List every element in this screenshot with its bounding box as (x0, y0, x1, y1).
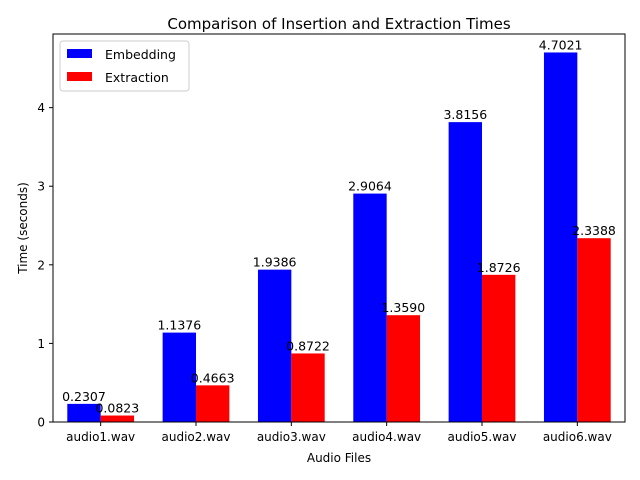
y-tick-label-4: 4 (37, 101, 45, 115)
bar-embedding-audio5-wav (448, 122, 482, 422)
data-label-extraction-audio4-wav: 1.3590 (381, 300, 425, 315)
data-label-embedding-audio3-wav: 1.9386 (253, 255, 297, 270)
bar-extraction-audio5-wav (482, 274, 516, 422)
data-label-extraction-audio5-wav: 1.8726 (477, 260, 521, 275)
legend-frame (59, 40, 190, 92)
bar-extraction-audio3-wav (291, 353, 325, 422)
legend-label-extraction: Extraction (105, 70, 169, 85)
bar-extraction-audio2-wav (196, 385, 230, 422)
data-label-extraction-audio3-wav: 0.8722 (286, 338, 330, 353)
bar-embedding-audio4-wav (353, 193, 387, 422)
data-label-embedding-audio6-wav: 4.7021 (539, 37, 583, 52)
x-axis-label: Audio Files (307, 451, 371, 465)
bar-embedding-audio1-wav (67, 403, 101, 422)
x-tick-label-audio4-wav: audio4.wav (352, 430, 421, 444)
x-tick-label-audio3-wav: audio3.wav (257, 430, 326, 444)
y-axis-ticks: 0 1 2 3 4 (37, 101, 53, 430)
y-tick-label-2: 2 (37, 258, 45, 272)
legend-swatch-embedding (67, 49, 92, 58)
bar-embedding-audio3-wav (257, 269, 292, 422)
data-labels-group: 0.2307 1.1376 1.9386 2.9064 3.8156 4.7021 0.08… (62, 37, 616, 415)
x-tick-label-audio2-wav: audio2.wav (162, 430, 231, 444)
x-tick-label-audio6-wav: audio6.wav (543, 430, 612, 444)
data-label-embedding-audio1-wav: 0.2307 (62, 389, 106, 404)
chart-title: Comparison of Insertion and Extraction T… (167, 15, 510, 33)
data-label-embedding-audio2-wav: 1.1376 (157, 318, 201, 333)
y-tick-label-0: 0 (37, 416, 45, 430)
plot-area-frame (52, 33, 626, 423)
bar-extraction-audio1-wav (100, 415, 135, 422)
x-tick-label-audio5-wav: audio5.wav (448, 430, 517, 444)
legend-swatch-extraction (67, 72, 92, 81)
data-label-extraction-audio2-wav: 0.4663 (191, 370, 235, 385)
bars-group (67, 52, 611, 422)
x-axis-ticks: audio1.wav audio2.wav audio3.wav audio4.wav… (66, 422, 612, 444)
x-tick-label-audio1-wav: audio1.wav (66, 430, 135, 444)
bar-extraction-audio6-wav (577, 238, 611, 422)
y-tick-label-1: 1 (37, 337, 45, 351)
bar-embedding-audio2-wav (162, 332, 196, 422)
legend-label-embedding: Embedding (105, 47, 176, 62)
y-tick-label-3: 3 (37, 180, 45, 194)
data-label-embedding-audio4-wav: 2.9064 (348, 179, 392, 194)
bar-extraction-audio4-wav (386, 315, 421, 422)
legend: Embedding Extraction (59, 40, 190, 92)
data-label-extraction-audio6-wav: 2.3388 (572, 223, 616, 238)
data-label-embedding-audio5-wav: 3.8156 (443, 107, 487, 122)
bar-embedding-audio6-wav (543, 52, 578, 422)
data-label-extraction-audio1-wav: 0.0823 (95, 401, 139, 416)
y-axis-label: Time (seconds) (16, 182, 30, 275)
